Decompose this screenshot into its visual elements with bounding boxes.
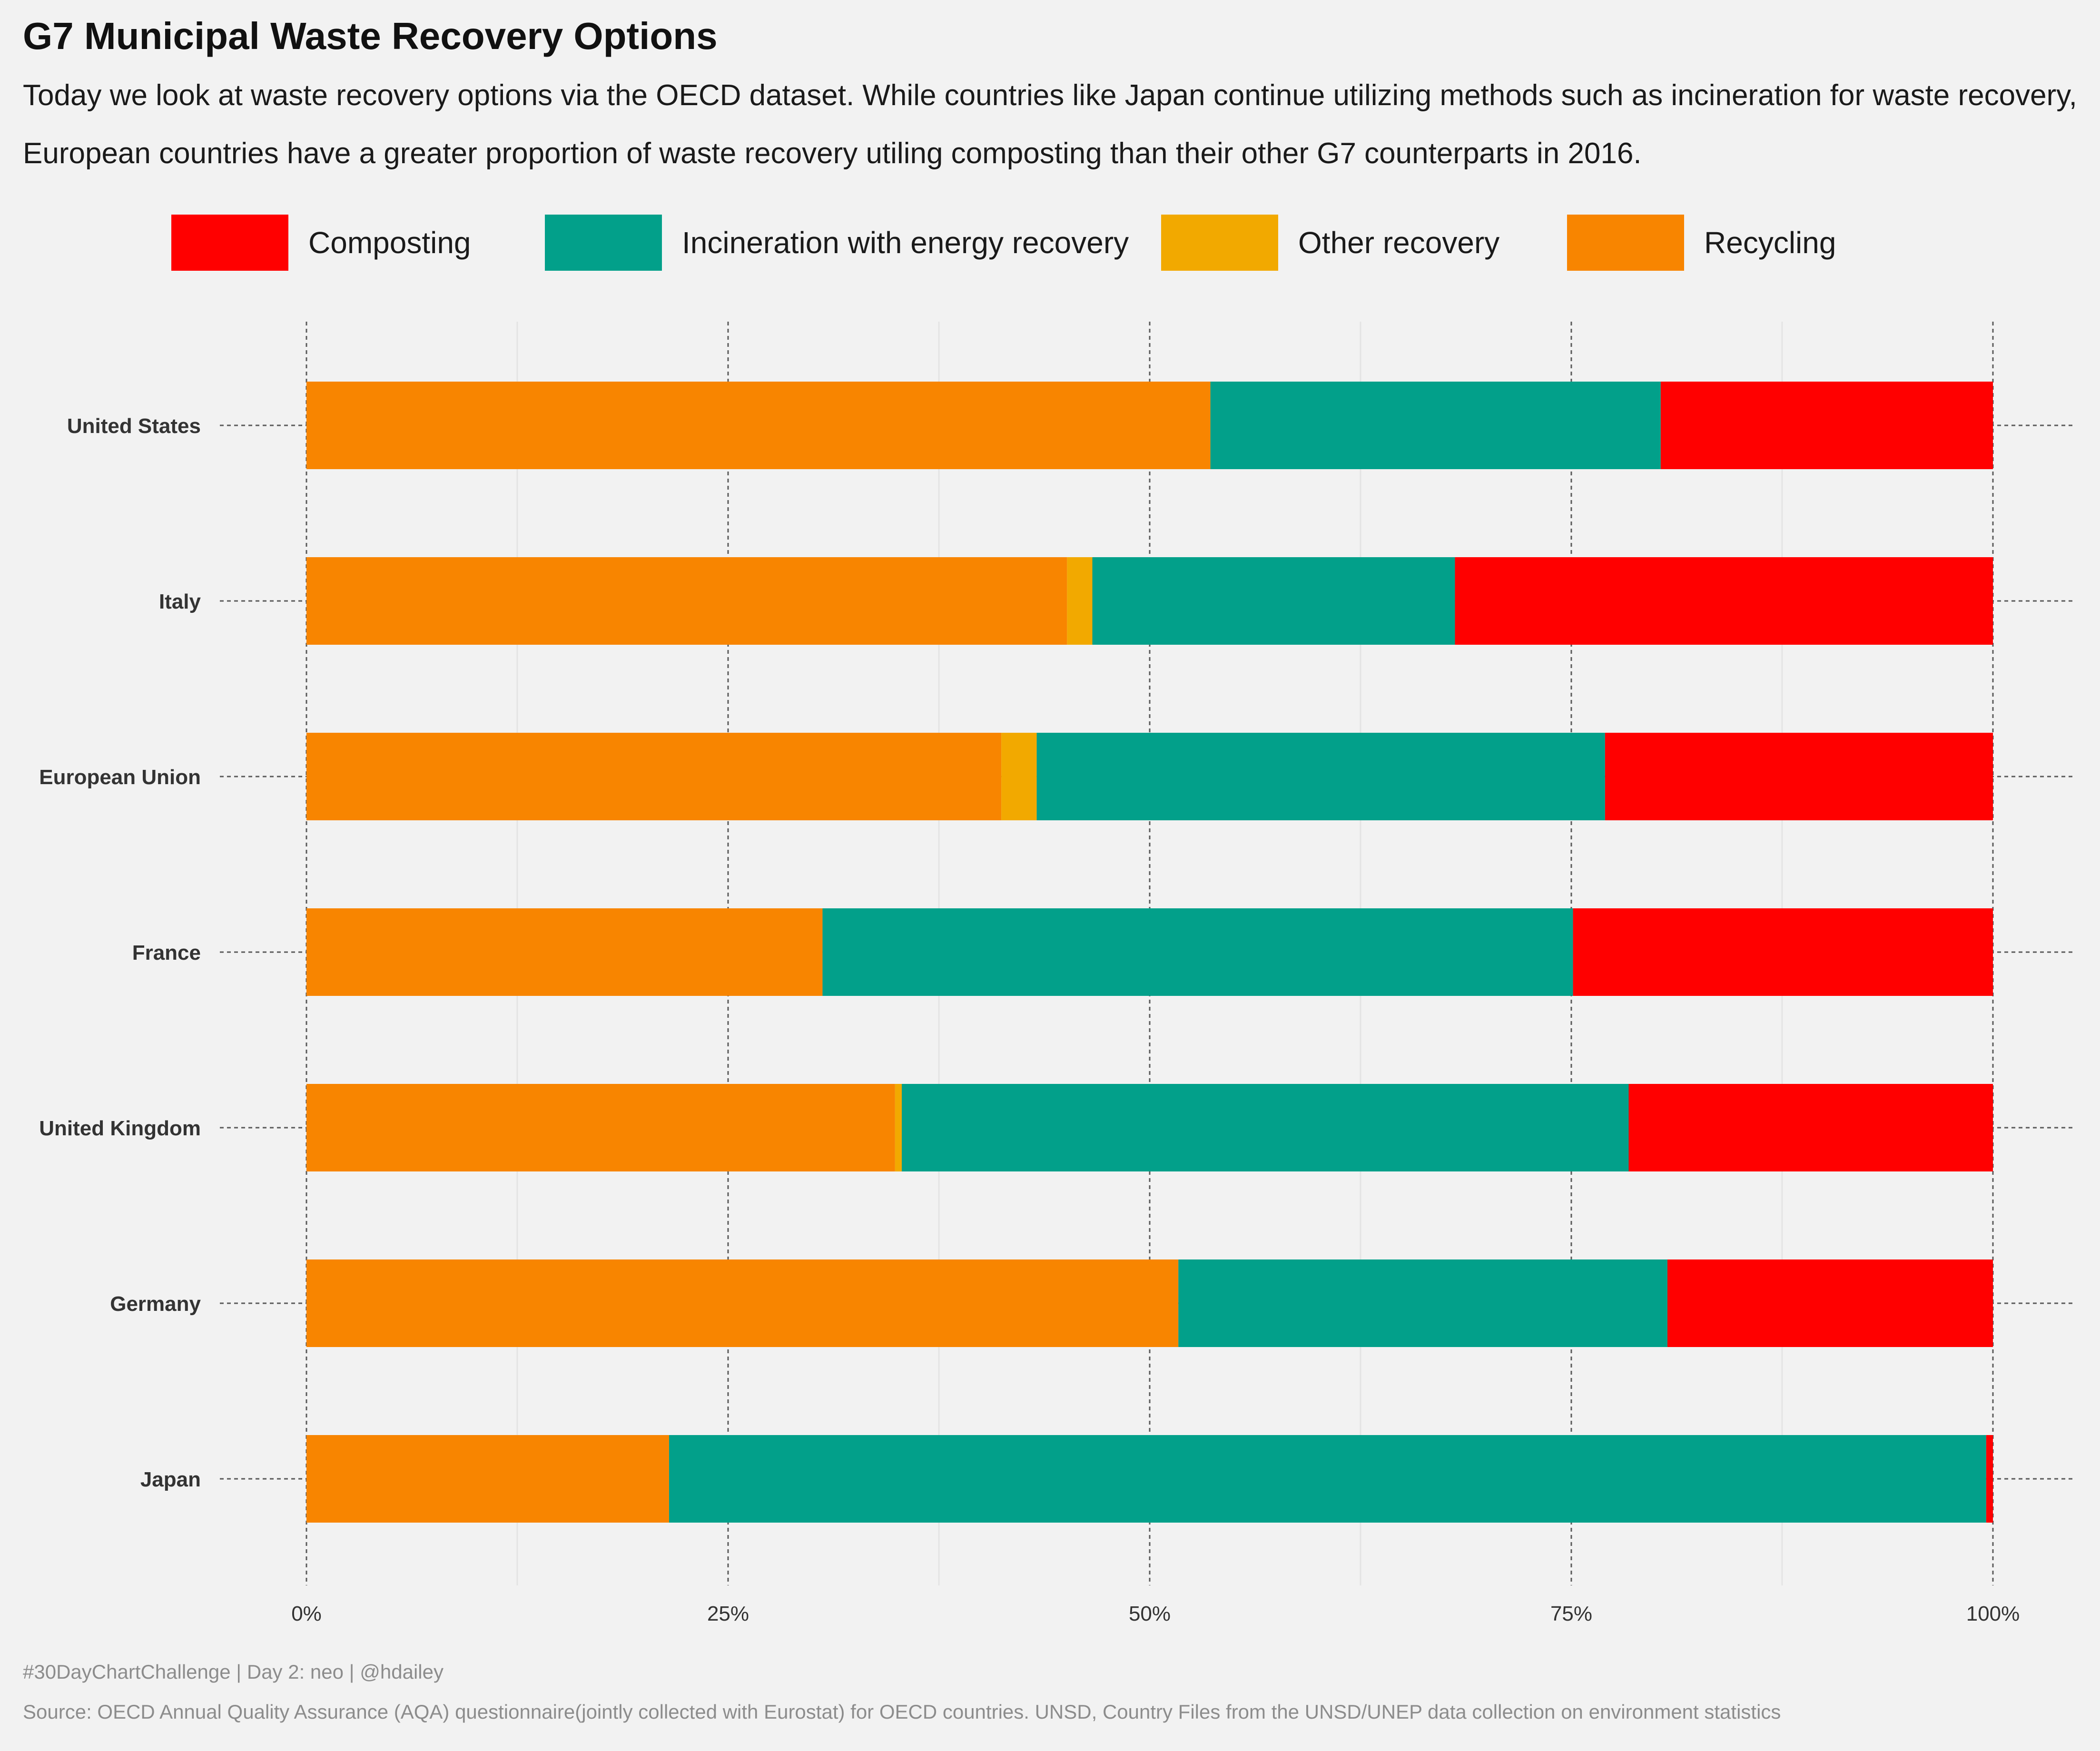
legend-item-recycling: Recycling <box>1567 213 1836 272</box>
bar-united-kingdom-composting <box>1628 1084 1993 1171</box>
legend: Composting Incineration with energy reco… <box>0 213 2100 272</box>
legend-label-composting: Composting <box>308 226 471 260</box>
legend-swatch-other-recovery <box>1161 215 1278 271</box>
bar-chart: United States Italy European Union France Un… <box>39 322 2076 1625</box>
bar-france-composting <box>1573 908 1993 996</box>
bar-united-states-incineration-with-energy-recovery <box>1210 382 1661 469</box>
bar-united-kingdom-other-recovery <box>895 1084 902 1171</box>
y-label-japan: Japan <box>140 1468 201 1491</box>
y-label-united-states: United States <box>67 414 201 438</box>
y-label-italy: Italy <box>159 590 201 613</box>
bar-italy-other-recovery <box>1067 557 1093 645</box>
x-tick-label: 25% <box>707 1602 749 1625</box>
legend-label-incineration: Incineration with energy recovery <box>682 226 1129 260</box>
bar-italy-incineration-with-energy-recovery <box>1092 557 1455 645</box>
bar-japan-composting <box>1986 1435 1993 1523</box>
x-tick-label: 50% <box>1129 1602 1171 1625</box>
bar-segments <box>306 382 1993 1523</box>
bar-italy-recycling <box>306 557 1067 645</box>
bar-japan-incineration-with-energy-recovery <box>669 1435 1986 1523</box>
y-label-european-union: European Union <box>39 766 201 789</box>
legend-item-incineration: Incineration with energy recovery <box>545 213 1129 272</box>
legend-label-other-recovery: Other recovery <box>1298 226 1500 260</box>
legend-swatch-recycling <box>1567 215 1684 271</box>
y-axis-labels: United States Italy European Union France Un… <box>39 414 201 1491</box>
bar-united-kingdom-incineration-with-energy-recovery <box>902 1084 1629 1171</box>
legend-swatch-incineration <box>545 215 662 271</box>
bar-european-union-composting <box>1605 733 1993 820</box>
bar-germany-composting <box>1667 1259 1993 1347</box>
bar-united-kingdom-recycling <box>306 1084 895 1171</box>
bar-germany-incineration-with-energy-recovery <box>1178 1259 1668 1347</box>
legend-label-recycling: Recycling <box>1704 226 1836 260</box>
bar-germany-recycling <box>306 1259 1179 1347</box>
y-label-germany: Germany <box>110 1292 201 1316</box>
bar-united-states-composting <box>1660 382 1993 469</box>
bar-italy-composting <box>1455 557 1993 645</box>
bar-european-union-other-recovery <box>1001 733 1037 820</box>
bar-japan-recycling <box>306 1435 669 1523</box>
bar-european-union-recycling <box>306 733 1002 820</box>
x-tick-label: 100% <box>1966 1602 2020 1625</box>
legend-swatch-composting <box>171 215 288 271</box>
chart-subtitle: Today we look at waste recovery options … <box>23 79 2077 170</box>
x-tick-label: 75% <box>1550 1602 1592 1625</box>
y-label-united-kingdom: United Kingdom <box>39 1117 201 1140</box>
y-label-france: France <box>132 941 201 964</box>
caption-source: Source: OECD Annual Quality Assurance (A… <box>23 1701 1781 1723</box>
x-tick-label: 0% <box>291 1602 322 1625</box>
legend-item-other-recovery: Other recovery <box>1161 213 1499 272</box>
x-axis-tick-labels: 0% 25% 50% 75% 100% <box>291 1602 2020 1625</box>
bar-france-recycling <box>306 908 823 996</box>
legend-item-composting: Composting <box>171 213 471 272</box>
bar-united-states-recycling <box>306 382 1211 469</box>
chart-title: G7 Municipal Waste Recovery Options <box>23 15 718 57</box>
bar-european-union-incineration-with-energy-recovery <box>1036 733 1605 820</box>
bar-france-incineration-with-energy-recovery <box>822 908 1573 996</box>
caption-credit: #30DayChartChallenge | Day 2: neo | @hda… <box>23 1661 444 1683</box>
